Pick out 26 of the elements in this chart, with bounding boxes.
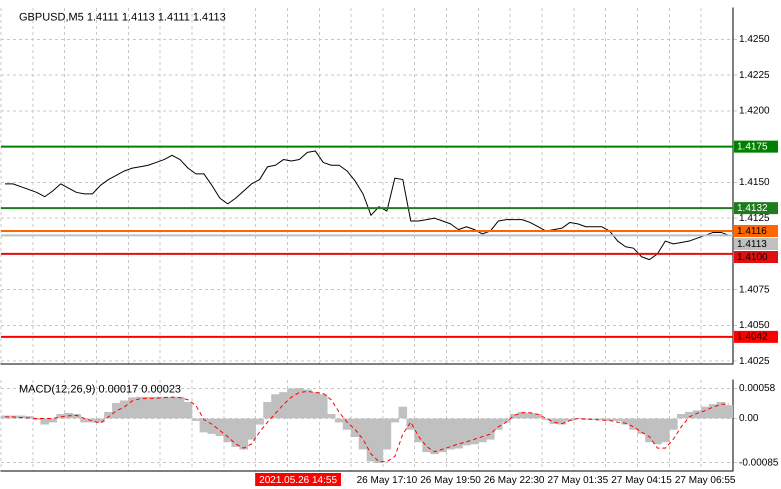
ref-line-label: 1.4113: [737, 238, 768, 250]
y-tick-label: 0.00058: [739, 383, 776, 394]
ref-line-label: 1.4042: [737, 332, 768, 343]
y-tick-label: 0.00: [739, 413, 759, 424]
x-tick-label: 27 May 04:15: [611, 474, 672, 486]
chart-title: MACD(12,26,9) 0.00017 0.00023: [19, 384, 182, 396]
y-tick-label: 1.4150: [739, 177, 770, 188]
y-tick-label: 1.4125: [739, 212, 770, 224]
ref-line-label: 1.4116: [737, 226, 768, 237]
y-tick-label: 1.4250: [739, 34, 770, 46]
x-tick-label: 27 May 06:55: [674, 474, 736, 486]
ref-line-label: 1.4175: [737, 141, 768, 152]
y-tick-label: 1.4225: [739, 70, 770, 81]
x-tick-label: 26 May 19:50: [420, 474, 482, 486]
x-tick-label: 26 May 22:30: [484, 474, 545, 486]
text: 2021.05.26 14:55: [259, 474, 338, 486]
ref-line-label: 1.4132: [737, 202, 768, 214]
y-tick-label: 1.4050: [739, 320, 770, 332]
y-tick-label: 1.4075: [739, 284, 770, 296]
ref-line-label: 1.4100: [737, 252, 768, 263]
x-tick-label: 26 May 17:10: [356, 474, 418, 486]
y-tick-label: -0.00085: [739, 457, 779, 468]
chart-title: GBPUSD,M5 1.4111 1.4113 1.4111 1.4113: [19, 12, 226, 24]
y-tick-label: 1.4025: [739, 356, 770, 367]
y-tick-label: 1.4200: [739, 106, 770, 117]
x-tick-label: 27 May 01:35: [548, 474, 609, 486]
